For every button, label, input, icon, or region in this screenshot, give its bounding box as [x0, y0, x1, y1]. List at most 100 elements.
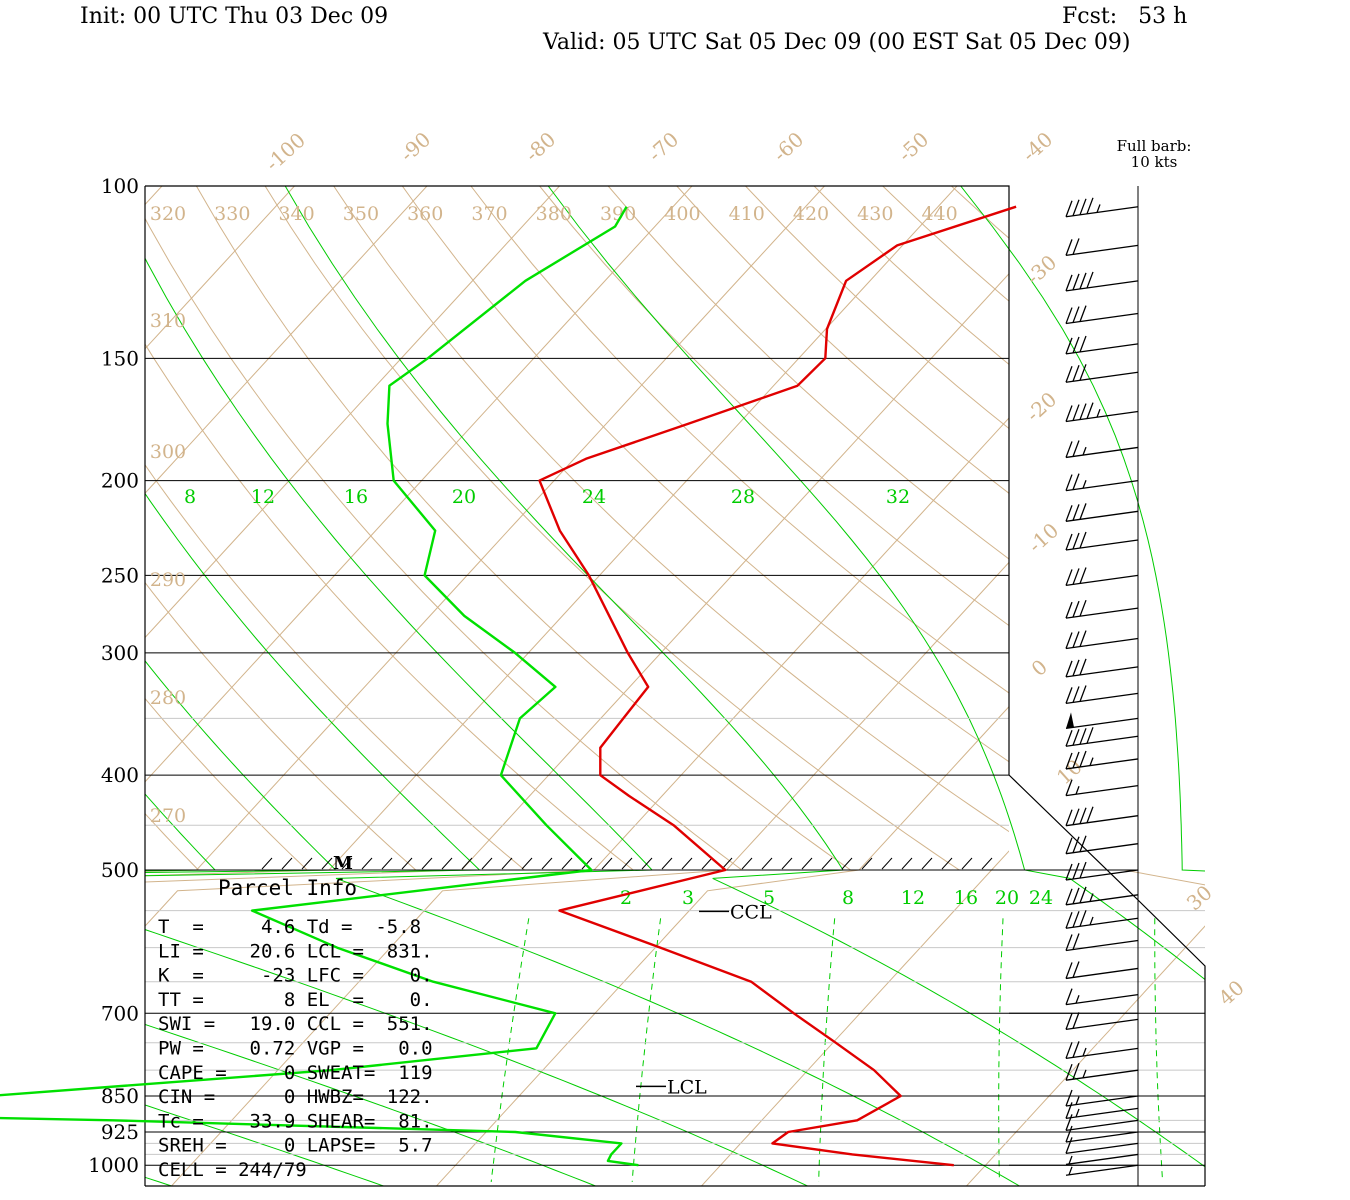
parcel-info-row: CELL = 244/79: [158, 1159, 307, 1181]
hatch-mark: [461, 857, 473, 870]
moist-adiabat-line: [145, 1176, 172, 1186]
barb-legend-line2: 10 kts: [1131, 153, 1178, 171]
theta-label: 350: [343, 203, 379, 225]
hatch-mark: [961, 857, 973, 870]
isotherm-label: -100: [261, 128, 310, 176]
wind-barb: [1065, 750, 1139, 770]
isotherm-label: -80: [520, 127, 560, 166]
isotherm-line: [461, 272, 1009, 870]
pressure-tick-label: 500: [101, 858, 139, 882]
m-marker-label: M: [333, 853, 353, 874]
barb-legend-line1: Full barb:: [1117, 137, 1192, 155]
hatch-mark: [941, 857, 953, 870]
sounding-profiles: [0, 205, 1017, 1167]
hatch-mark: [561, 857, 573, 870]
parcel-info-row: TT = 8 EL = 0.: [158, 989, 433, 1011]
wind-barb: [1065, 1089, 1139, 1107]
theta-label: 410: [729, 203, 765, 225]
hatch-mark: [361, 857, 373, 870]
theta-label: 300: [150, 441, 186, 463]
theta-label: 390: [600, 203, 636, 225]
isotherm-label: -60: [768, 127, 808, 166]
moist-adiabat-line: [145, 257, 1020, 1186]
wind-barb: [1065, 712, 1139, 730]
theta-label: 320: [150, 203, 186, 225]
hatch-mark: [901, 857, 913, 870]
dry-adiabat-line: [145, 217, 743, 870]
wind-barb: [1065, 197, 1139, 218]
isotherm-line: [0, 870, 64, 1186]
dry-adiabat-line: [745, 186, 1009, 430]
isotherm-label: 40: [1214, 975, 1249, 1010]
wind-barb: [1065, 402, 1139, 423]
hatch-mark: [621, 857, 633, 870]
isotherm-label: -90: [395, 127, 435, 166]
mixing-ratio-label: 12: [251, 486, 275, 508]
dry-adiabat-line: [145, 464, 525, 870]
parcel-info-row: LI = 20.6 LCL = 831.: [158, 940, 433, 962]
moist-adiabat-line: [284, 186, 1205, 1168]
ccl-marker-label: CCL: [730, 901, 772, 923]
parcel-info-row: SWI = 19.0 CCL = 551.: [158, 1013, 433, 1035]
hatch-mark: [881, 857, 893, 870]
mixing-ratio-line: [998, 918, 1004, 1182]
wind-barb: [1065, 238, 1139, 257]
hatch-mark: [781, 857, 793, 870]
wind-barb: [1065, 271, 1139, 292]
mixing-ratio-label: 8: [184, 486, 196, 508]
moist-adiabat-line: [547, 186, 1205, 981]
pressure-tick-label: 1000: [88, 1153, 139, 1177]
pressure-tick-label: 200: [101, 469, 139, 493]
level-markers: CCL LCL M: [333, 853, 772, 1098]
dry-adiabat-line: [145, 812, 199, 870]
wind-barb: [1065, 685, 1139, 705]
mixing-ratio-line: [490, 918, 530, 1182]
hatch-mark: [981, 857, 993, 870]
wind-barb: [1065, 779, 1139, 797]
theta-label: 360: [407, 203, 443, 225]
isotherm-label: -50: [893, 127, 933, 166]
hatch-mark: [321, 857, 333, 870]
theta-label: 340: [278, 203, 314, 225]
theta-label: 400: [664, 203, 700, 225]
wind-barb: [1065, 1153, 1139, 1166]
dry-adiabat-line: [0, 186, 90, 870]
wind-barb-column: Full barb:10 kts: [1065, 137, 1192, 1186]
mixing-ratio-label: 5: [763, 887, 775, 909]
isotherm-line: [171, 870, 727, 1186]
dry-adiabat-line: [1157, 186, 1350, 870]
hatch-mark: [481, 857, 493, 870]
hatch-mark: [421, 857, 433, 870]
isotherm-label: -40: [1017, 127, 1057, 166]
wind-barb: [1065, 1114, 1139, 1131]
isotherm-label: -20: [1021, 387, 1061, 426]
isotherm-line: [328, 186, 958, 870]
wind-barb: [1065, 1164, 1139, 1176]
isotherm-line: [145, 186, 295, 350]
hatch-mark: [821, 857, 833, 870]
wind-barb: [1065, 1062, 1139, 1081]
wind-barb: [1065, 933, 1139, 952]
plot-frame: [144, 185, 1206, 1187]
mixing-ratio-lines: [490, 918, 1164, 1182]
dry-adiabat-line: [470, 186, 1009, 694]
wind-barb: [1065, 567, 1139, 587]
mixing-ratio-label: 20: [995, 887, 1019, 909]
valid-time-label: Valid: 05 UTC Sat 05 Dec 09 (00 EST Sat …: [543, 30, 1131, 55]
wind-barb: [1065, 988, 1139, 1006]
hatch-mark: [501, 857, 513, 870]
wind-barb: [1065, 806, 1139, 827]
isotherm-line: [701, 870, 992, 1186]
hatch-mark: [541, 857, 553, 870]
theta-label: 310: [150, 310, 186, 332]
theta-label: 330: [214, 203, 250, 225]
forecast-hour-label: Fcst: 53 h: [1062, 4, 1188, 29]
init-time-label: Init: 00 UTC Thu 03 Dec 09: [80, 4, 389, 29]
wind-barb: [1065, 658, 1139, 678]
mixing-ratio-label: 16: [344, 486, 368, 508]
dry-adiabat-line: [1089, 186, 1350, 870]
mixing-ratio-label: 32: [886, 486, 910, 508]
dry-adiabat-line: [145, 697, 308, 870]
wind-barb: [1065, 1125, 1139, 1143]
dry-adiabat-line: [607, 186, 1009, 560]
